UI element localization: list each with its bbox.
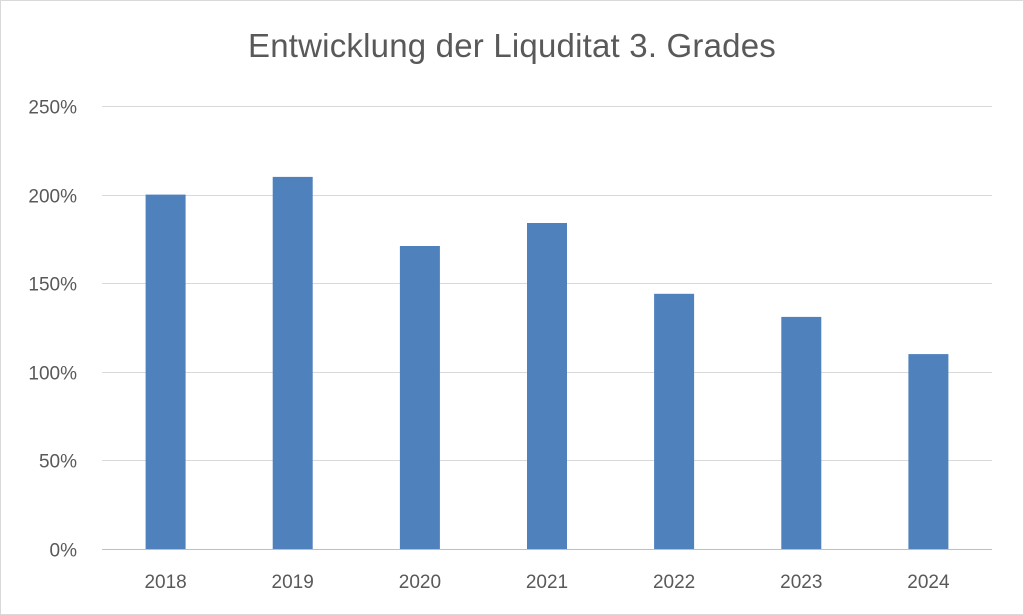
x-tick-label: 2023 [780, 572, 822, 593]
bar-2023 [781, 316, 822, 549]
bar-series [145, 176, 949, 549]
x-tick-label: 2022 [653, 572, 695, 593]
y-axis-tick-labels: 0% 50% 100% 150% 200% 250% [28, 98, 77, 562]
chart-title: Entwicklung der Liquditat 3. Grades [248, 27, 776, 64]
bar-2022 [654, 293, 695, 549]
x-tick-label: 2024 [907, 572, 950, 593]
bar-2021 [527, 223, 567, 549]
bar-2018 [145, 194, 186, 549]
y-tick-label: 0% [50, 541, 78, 562]
x-tick-label: 2018 [144, 572, 186, 593]
bar-2020 [399, 246, 440, 549]
x-tick-label: 2019 [272, 572, 314, 593]
y-tick-label: 250% [28, 98, 77, 119]
y-tick-label: 200% [28, 187, 77, 208]
x-axis-tick-labels: 2018 2019 2020 2021 2022 2023 2024 [144, 572, 950, 593]
y-tick-label: 150% [28, 275, 77, 296]
x-tick-label: 2021 [526, 572, 568, 593]
y-tick-label: 50% [39, 452, 77, 473]
bar-2019 [272, 176, 313, 549]
y-tick-label: 100% [28, 364, 77, 385]
bar-2024 [908, 354, 949, 549]
x-tick-label: 2020 [399, 572, 441, 593]
